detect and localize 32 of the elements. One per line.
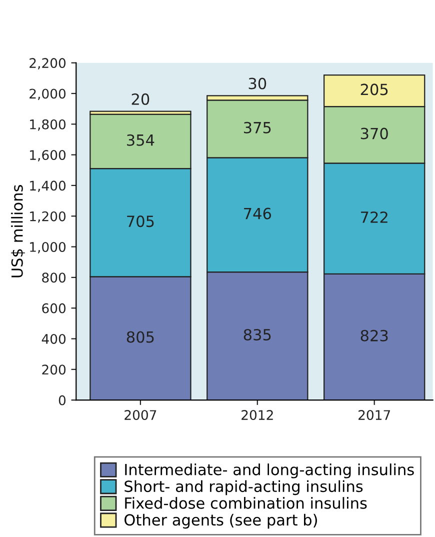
- legend-label: Intermediate- and long-acting insulins: [125, 464, 414, 478]
- legend-label: Fixed-dose combination insulins: [125, 497, 367, 509]
- data-label: 20: [132, 93, 150, 105]
- y-tick-label: 600: [42, 303, 66, 314]
- data-label: 805: [126, 331, 154, 343]
- data-label: 370: [360, 128, 388, 140]
- y-tick-label: 1,600: [30, 150, 66, 162]
- data-label: 746: [244, 208, 272, 220]
- legend-label: Short- and rapid-acting insulins: [124, 480, 363, 496]
- data-label: 722: [361, 211, 388, 223]
- data-label: 705: [127, 216, 154, 228]
- y-tick-label: 2,200: [30, 58, 66, 70]
- y-axis-title: US$ millions: [11, 185, 25, 278]
- y-tick-label: 1,200: [30, 211, 66, 223]
- y-tick-label: 200: [42, 364, 66, 375]
- legend-label: Other agents (see part b): [124, 514, 317, 529]
- data-label: 354: [127, 134, 154, 146]
- data-label: 375: [244, 122, 271, 134]
- x-tick-label: 2017: [358, 410, 390, 420]
- data-label: 205: [360, 84, 388, 96]
- data-label: 30: [248, 78, 266, 90]
- y-tick-label: 0: [58, 395, 66, 406]
- x-tick-label: 2007: [124, 410, 156, 420]
- y-tick-label: 800: [42, 272, 66, 283]
- y-tick-label: 400: [42, 334, 66, 344]
- y-tick-label: 1,400: [30, 180, 66, 192]
- y-tick-label: 1,800: [30, 119, 66, 131]
- x-tick-label: 2012: [242, 410, 273, 420]
- y-tick-label: 2,000: [30, 88, 66, 100]
- data-label: 835: [244, 328, 271, 340]
- y-tick-label: 1,000: [30, 242, 66, 254]
- data-label: 823: [360, 330, 388, 342]
